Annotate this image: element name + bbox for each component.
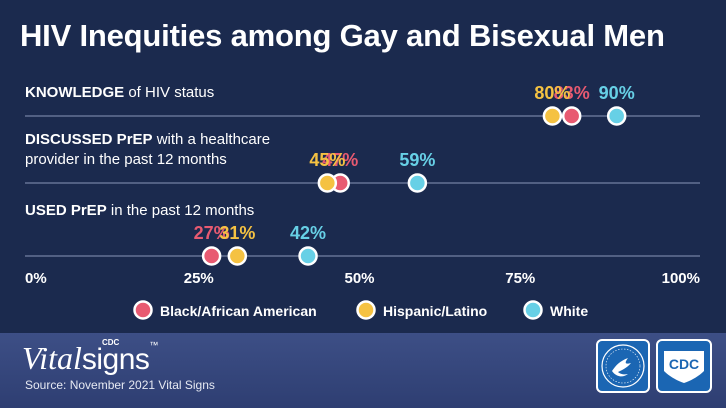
data-point xyxy=(298,246,318,266)
row-label-bold: DISCUSSED PrEP xyxy=(25,131,153,148)
legend-swatch xyxy=(523,300,543,320)
data-point xyxy=(227,246,248,266)
data-label: 47% xyxy=(322,150,358,170)
cdc-badge-text: CDC xyxy=(669,356,699,372)
cdc-logo-icon: CDC xyxy=(656,339,712,393)
logo-cdc-mark: CDC xyxy=(102,338,120,347)
data-point xyxy=(542,106,563,126)
data-label: 90% xyxy=(599,83,635,103)
cdc-logo-mark: CDC xyxy=(664,351,704,383)
dot-plot: 0% 25% 50% 75% 100% 83% 47% 27% 80% 45% 31% 90% 59% 4… xyxy=(25,83,700,320)
row-label-bold: KNOWLEDGE xyxy=(25,84,125,101)
data-label: 45% xyxy=(309,150,345,170)
data-point xyxy=(606,106,627,126)
legend-swatch xyxy=(356,300,376,320)
legend-swatch xyxy=(133,300,153,320)
row-label-rest: with a healthcare xyxy=(152,131,271,148)
x-tick-label: 75% xyxy=(505,270,535,287)
data-point xyxy=(407,173,428,193)
source-note: Source: November 2021 Vital Signs xyxy=(25,378,215,392)
legend-label: White xyxy=(550,303,588,319)
row-label-line2: provider in the past 12 months xyxy=(25,151,227,168)
data-label: 59% xyxy=(399,150,435,170)
data-point xyxy=(201,246,222,266)
data-label: 31% xyxy=(219,223,255,243)
page-title: HIV Inequities among Gay and Bisexual Me… xyxy=(20,18,665,53)
row-label-bold: USED PrEP xyxy=(25,202,107,219)
data-label: 80% xyxy=(534,83,570,103)
row-label-rest: of HIV status xyxy=(124,84,215,101)
hhs-seal-icon xyxy=(601,344,645,388)
x-tick-label: 0% xyxy=(25,270,47,287)
data-label: 42% xyxy=(290,223,326,243)
logo-vital-text: Vital xyxy=(22,340,82,376)
x-tick-label: 50% xyxy=(344,270,374,287)
data-label: 83% xyxy=(554,83,590,103)
data-label: 27% xyxy=(194,223,230,243)
legend-label: Hispanic/Latino xyxy=(383,303,487,319)
x-tick-label: 100% xyxy=(662,270,700,287)
row-label-discussed: DISCUSSED PrEP with a healthcare provide… xyxy=(25,130,270,170)
hhs-eagle-icon xyxy=(596,339,650,393)
row-label-rest: in the past 12 months xyxy=(106,202,255,219)
data-point xyxy=(561,106,582,126)
row-label-used: USED PrEP in the past 12 months xyxy=(25,201,254,221)
x-tick-label: 25% xyxy=(184,270,214,287)
vital-signs-logo: Vitalsigns™ CDC xyxy=(22,338,159,376)
logo-signs-text: signs xyxy=(81,343,150,376)
row-label-knowledge: KNOWLEDGE of HIV status xyxy=(25,83,214,103)
logo-trademark: ™ xyxy=(149,340,159,350)
data-point xyxy=(317,173,338,193)
legend-label: Black/African American xyxy=(160,303,317,319)
